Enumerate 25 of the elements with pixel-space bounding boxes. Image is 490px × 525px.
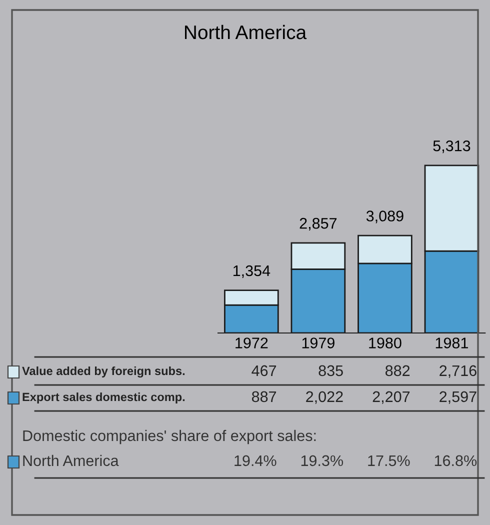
x-tick-label: 1972 [236, 338, 268, 348]
data-label: 882 [386, 365, 410, 376]
text: 19.3% [301, 455, 344, 466]
data-label: 2,597 [440, 391, 476, 404]
data-label: 887 [252, 391, 276, 402]
data-label: 2,022 [306, 391, 343, 404]
x-tick-label: 1979 [302, 338, 334, 348]
chart-title: North America [185, 24, 307, 40]
total-label: 3,089 [366, 210, 404, 224]
x-tick-label: 1981 [436, 338, 468, 348]
text: Domestic companies' share of export sales: [23, 430, 316, 444]
x-tick-label: 1980 [369, 338, 402, 348]
data-label: 467 [252, 365, 276, 376]
total-label: 2,857 [300, 218, 337, 231]
text: 19.4% [234, 455, 276, 466]
text: 17.5% [368, 455, 410, 466]
legend-label: Export sales domestic comp. [22, 392, 185, 404]
total-label: 5,313 [433, 140, 470, 154]
data-label: 835 [318, 365, 343, 376]
data-label: 2,207 [372, 391, 410, 404]
legend-label: Value added by foreign subs. [22, 366, 185, 378]
data-label: 2,716 [440, 365, 476, 378]
text: 16.8% [434, 455, 477, 466]
text: North America [23, 454, 119, 466]
total-label: 1,354 [233, 265, 270, 278]
